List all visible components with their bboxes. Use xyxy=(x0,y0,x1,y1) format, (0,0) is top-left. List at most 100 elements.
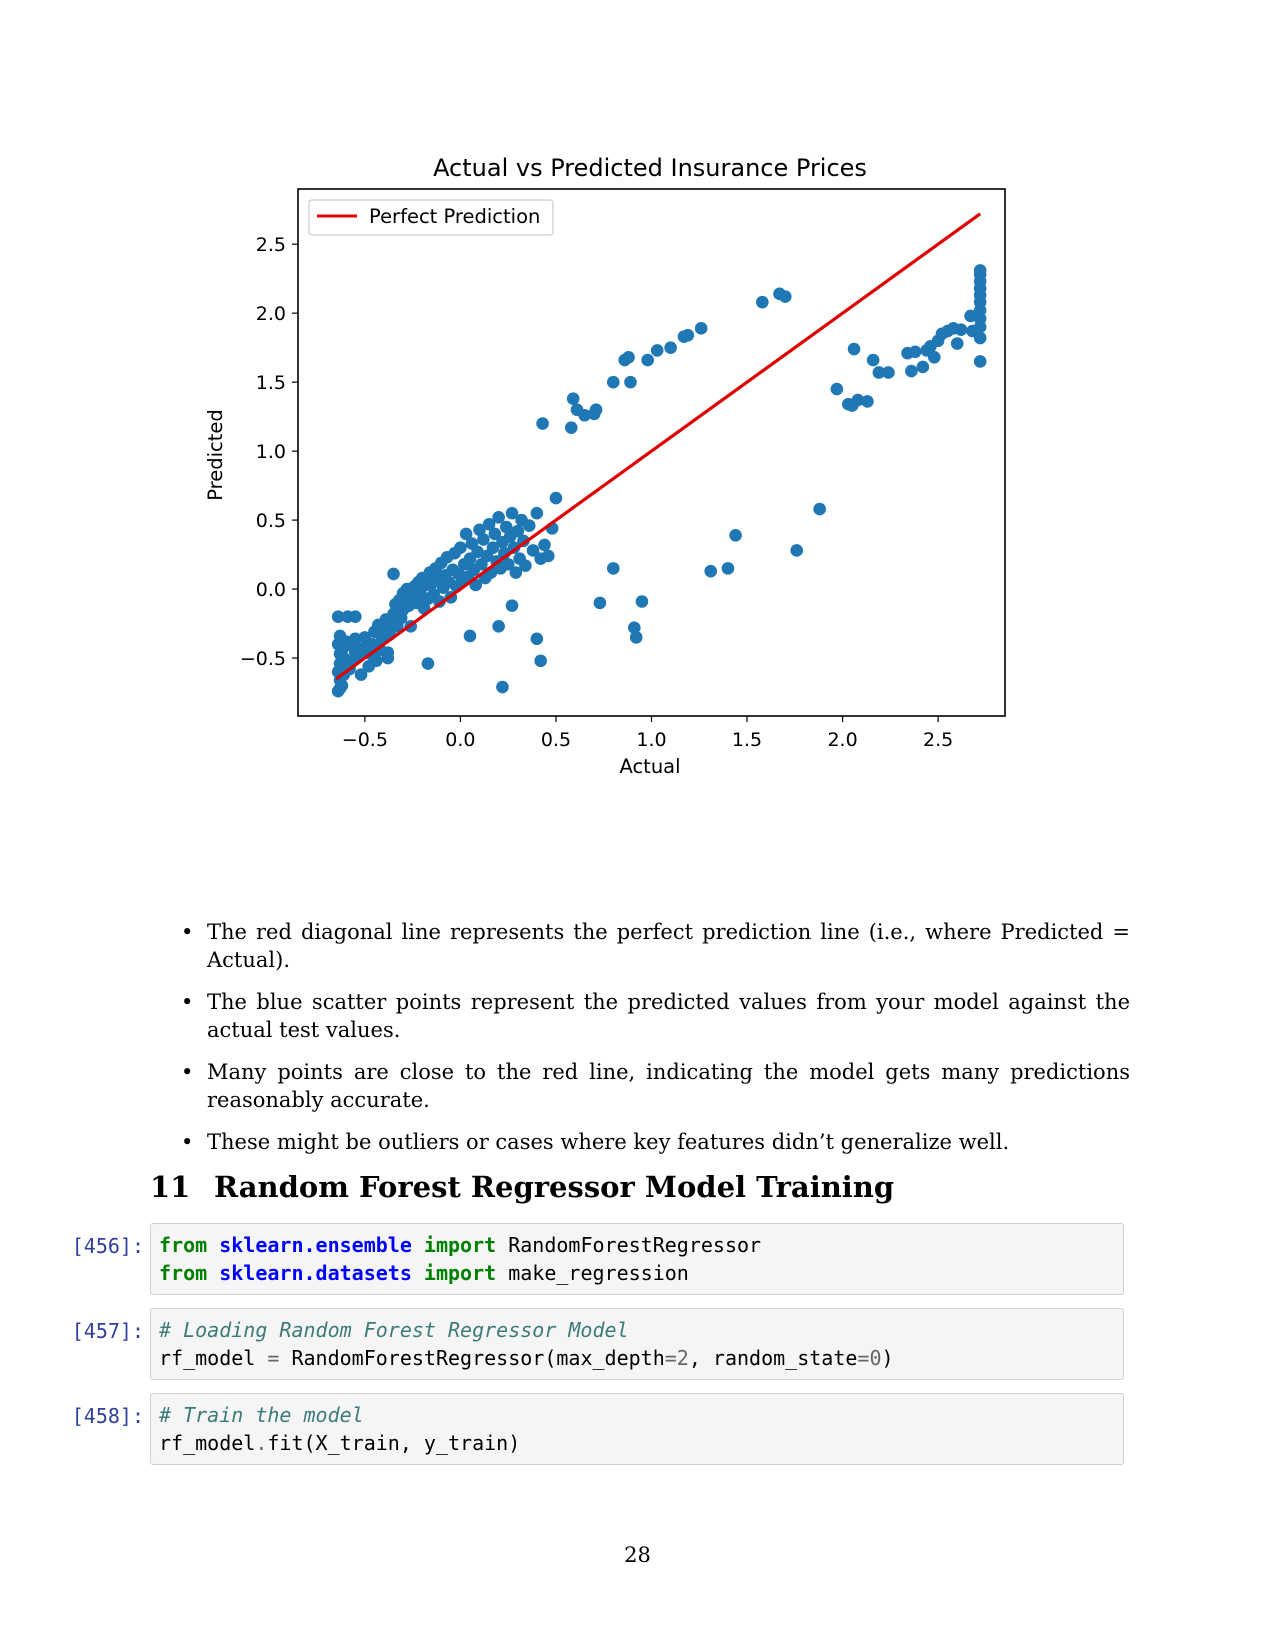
code-comment: # Train the model xyxy=(159,1403,364,1427)
code-operator: = xyxy=(857,1346,870,1370)
module-name: sklearn.ensemble xyxy=(219,1233,412,1257)
y-tick-label: 2.0 xyxy=(256,303,286,325)
scatter-point xyxy=(499,520,513,534)
scatter-point xyxy=(549,491,563,505)
x-axis-label: Actual xyxy=(619,755,680,778)
scatter-point xyxy=(488,527,502,541)
scatter-point xyxy=(882,366,895,379)
scatter-point xyxy=(522,519,536,532)
scatter-point xyxy=(331,610,345,623)
scatter-point xyxy=(471,545,484,559)
x-tick-label: 1.5 xyxy=(732,729,762,751)
scatter-point xyxy=(566,392,580,405)
scatter-point xyxy=(530,632,544,646)
scatter-point xyxy=(916,360,930,374)
scatter-point xyxy=(664,341,677,354)
scatter-point xyxy=(459,527,473,541)
scatter-point xyxy=(519,559,532,572)
code-token: rf_model xyxy=(159,1431,256,1455)
x-tick-label: −0.5 xyxy=(342,729,388,751)
code-comment: # Loading Random Forest Regressor Model xyxy=(159,1318,629,1342)
scatter-point xyxy=(950,337,964,350)
scatter-point xyxy=(729,528,742,542)
module-name: sklearn.datasets xyxy=(219,1261,412,1285)
import-name: RandomForestRegressor xyxy=(508,1233,762,1257)
scatter-point xyxy=(629,631,643,644)
scatter-point xyxy=(847,342,861,356)
scatter-point xyxy=(756,295,769,309)
code-operator: = xyxy=(664,1346,677,1370)
code-token: rf_model xyxy=(159,1346,256,1370)
bullet-text: The blue scatter points represent the pr… xyxy=(207,990,1130,1042)
plot-frame xyxy=(297,188,1006,717)
scatter-point xyxy=(396,586,410,600)
scatter-chart: Actual vs Predicted Insurance Prices −0.… xyxy=(195,150,1095,830)
legend: Perfect Prediction xyxy=(308,199,554,236)
scatter-point xyxy=(349,610,362,623)
scatter-point xyxy=(589,403,603,417)
scatter-point xyxy=(486,541,500,554)
y-tick-label: 0.5 xyxy=(256,510,286,532)
scatter-point xyxy=(624,375,637,389)
code-block[interactable]: # Loading Random Forest Regressor Model … xyxy=(150,1308,1124,1380)
scatter-point xyxy=(694,322,708,335)
bullet-item: • The blue scatter points represent the p… xyxy=(175,988,1130,1044)
scatter-point xyxy=(538,538,551,552)
section-heading: 11 Random Forest Regressor Model Training xyxy=(150,1170,894,1204)
keyword: import xyxy=(423,1233,497,1257)
legend-label: Perfect Prediction xyxy=(369,205,540,228)
code-block[interactable]: # Train the model rf_model.fit(X_train, … xyxy=(150,1393,1124,1465)
scatter-point xyxy=(492,620,505,633)
bullet-text: These might be outliers or cases where k… xyxy=(207,1130,1010,1154)
scatter-point xyxy=(536,417,549,430)
scatter-point xyxy=(973,264,987,277)
cell-prompt: [457]: xyxy=(71,1319,144,1343)
x-tick-label: 2.0 xyxy=(827,729,857,751)
scatter-point xyxy=(681,328,695,342)
bullet-dot: • xyxy=(181,920,194,944)
scatter-point xyxy=(928,351,941,364)
code-block[interactable]: from sklearn.ensemble import RandomFores… xyxy=(150,1223,1124,1295)
legend-box xyxy=(308,199,554,236)
scatter-point xyxy=(492,511,505,524)
x-tick-label: 0.5 xyxy=(541,729,571,751)
bullet-dot: • xyxy=(181,990,194,1014)
keyword: import xyxy=(423,1261,497,1285)
scatter-point xyxy=(861,395,874,408)
scatter-point xyxy=(851,393,865,407)
scatter-point xyxy=(501,557,515,571)
section-number: 11 xyxy=(150,1170,191,1204)
code-number: 2 xyxy=(676,1346,689,1370)
import-name: make_regression xyxy=(508,1261,689,1285)
y-tick-label: 0.0 xyxy=(256,579,286,601)
y-tick-label: 1.0 xyxy=(256,441,286,463)
y-axis-label: Predicted xyxy=(204,409,227,501)
section-title: Random Forest Regressor Model Training xyxy=(214,1170,895,1204)
scatter-point xyxy=(473,523,486,537)
scatter-point xyxy=(628,621,641,635)
scatter-point xyxy=(908,345,922,359)
scatter-point xyxy=(622,351,635,364)
scatter-point xyxy=(349,632,362,646)
scatter-point xyxy=(778,290,792,303)
scatter-point xyxy=(354,668,368,681)
y-tick-label: −0.5 xyxy=(240,648,286,670)
scatter-point xyxy=(593,596,607,610)
scatter-point xyxy=(954,323,968,337)
scatter-point xyxy=(505,599,519,612)
scatter-point xyxy=(650,344,664,357)
bullet-dot: • xyxy=(181,1060,194,1084)
code-token: , random_state xyxy=(688,1346,858,1370)
x-tick-label: 2.5 xyxy=(923,729,953,751)
bullet-item: • Many points are close to the red line, … xyxy=(175,1058,1130,1114)
bullet-text: The red diagonal line represents the per… xyxy=(207,920,1130,972)
chart-title: Actual vs Predicted Insurance Prices xyxy=(433,154,867,182)
scatter-point xyxy=(578,408,591,422)
code-number: 0 xyxy=(869,1346,882,1370)
scatter-point xyxy=(511,524,525,538)
scatter-point xyxy=(387,567,400,581)
code-operator: . xyxy=(255,1431,268,1455)
page-number: 28 xyxy=(624,1543,651,1567)
scatter-point xyxy=(482,517,496,531)
scatter-point xyxy=(721,562,735,575)
